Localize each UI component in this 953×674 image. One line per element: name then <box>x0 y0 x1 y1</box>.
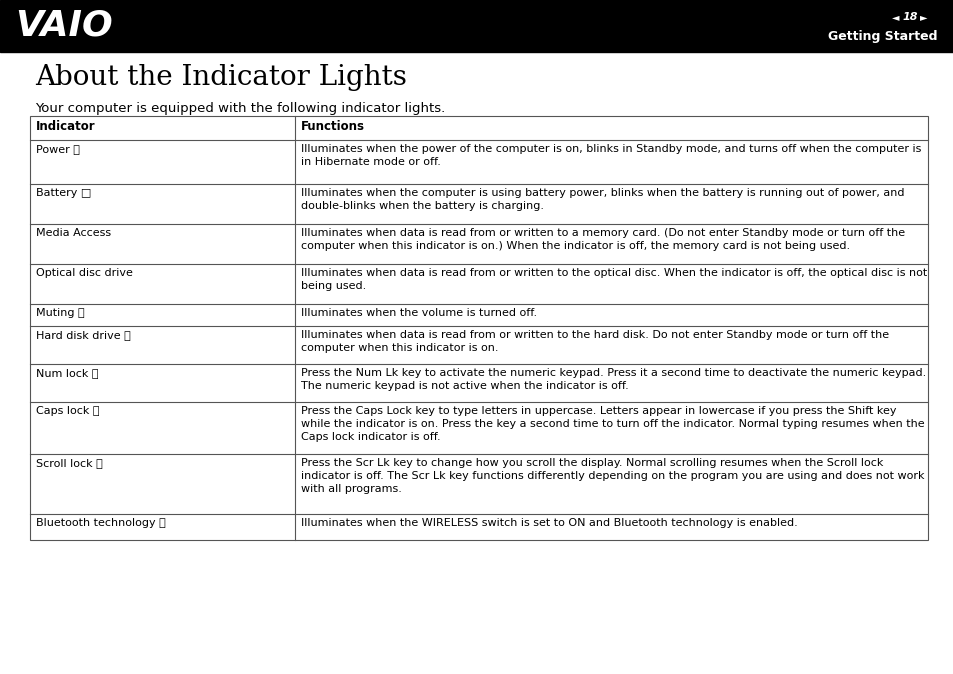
Text: Hard disk drive 🗑: Hard disk drive 🗑 <box>36 330 131 340</box>
Text: Caps lock 🔒: Caps lock 🔒 <box>36 406 99 416</box>
Text: Scroll lock 🔒: Scroll lock 🔒 <box>36 458 103 468</box>
Text: Illuminates when data is read from or written to the hard disk. Do not enter Sta: Illuminates when data is read from or wr… <box>300 330 888 353</box>
Text: Power ⏻: Power ⏻ <box>36 144 80 154</box>
Text: Battery □: Battery □ <box>36 188 91 198</box>
Text: Illuminates when data is read from or written to the optical disc. When the indi: Illuminates when data is read from or wr… <box>300 268 926 291</box>
Text: VAIO: VAIO <box>15 9 112 43</box>
Text: Functions: Functions <box>300 120 365 133</box>
Text: Bluetooth technology ⦿: Bluetooth technology ⦿ <box>36 518 166 528</box>
Text: Illuminates when the computer is using battery power, blinks when the battery is: Illuminates when the computer is using b… <box>300 188 903 211</box>
Text: Optical disc drive: Optical disc drive <box>36 268 132 278</box>
Text: Indicator: Indicator <box>36 120 95 133</box>
Bar <box>30 116 927 540</box>
Text: Muting 🔇: Muting 🔇 <box>36 308 85 318</box>
Text: Media Access: Media Access <box>36 228 111 238</box>
Bar <box>0 0 953 52</box>
Text: Your computer is equipped with the following indicator lights.: Your computer is equipped with the follo… <box>35 102 445 115</box>
Text: Press the Num Lk key to activate the numeric keypad. Press it a second time to d: Press the Num Lk key to activate the num… <box>300 368 925 391</box>
Text: Illuminates when data is read from or written to a memory card. (Do not enter St: Illuminates when data is read from or wr… <box>300 228 904 251</box>
Text: Num lock 🔒: Num lock 🔒 <box>36 368 98 378</box>
Text: Press the Caps Lock key to type letters in uppercase. Letters appear in lowercas: Press the Caps Lock key to type letters … <box>300 406 923 442</box>
Text: ►: ► <box>920 12 926 22</box>
Text: Illuminates when the WIRELESS switch is set to ON and Bluetooth technology is en: Illuminates when the WIRELESS switch is … <box>300 518 797 528</box>
Text: 18: 18 <box>902 12 917 22</box>
Text: ◄: ◄ <box>891 12 899 22</box>
Text: Press the Scr Lk key to change how you scroll the display. Normal scrolling resu: Press the Scr Lk key to change how you s… <box>300 458 923 495</box>
Text: Getting Started: Getting Started <box>827 30 937 43</box>
Text: Illuminates when the volume is turned off.: Illuminates when the volume is turned of… <box>300 308 537 318</box>
Text: Illuminates when the power of the computer is on, blinks in Standby mode, and tu: Illuminates when the power of the comput… <box>300 144 921 167</box>
Text: About the Indicator Lights: About the Indicator Lights <box>35 64 406 91</box>
